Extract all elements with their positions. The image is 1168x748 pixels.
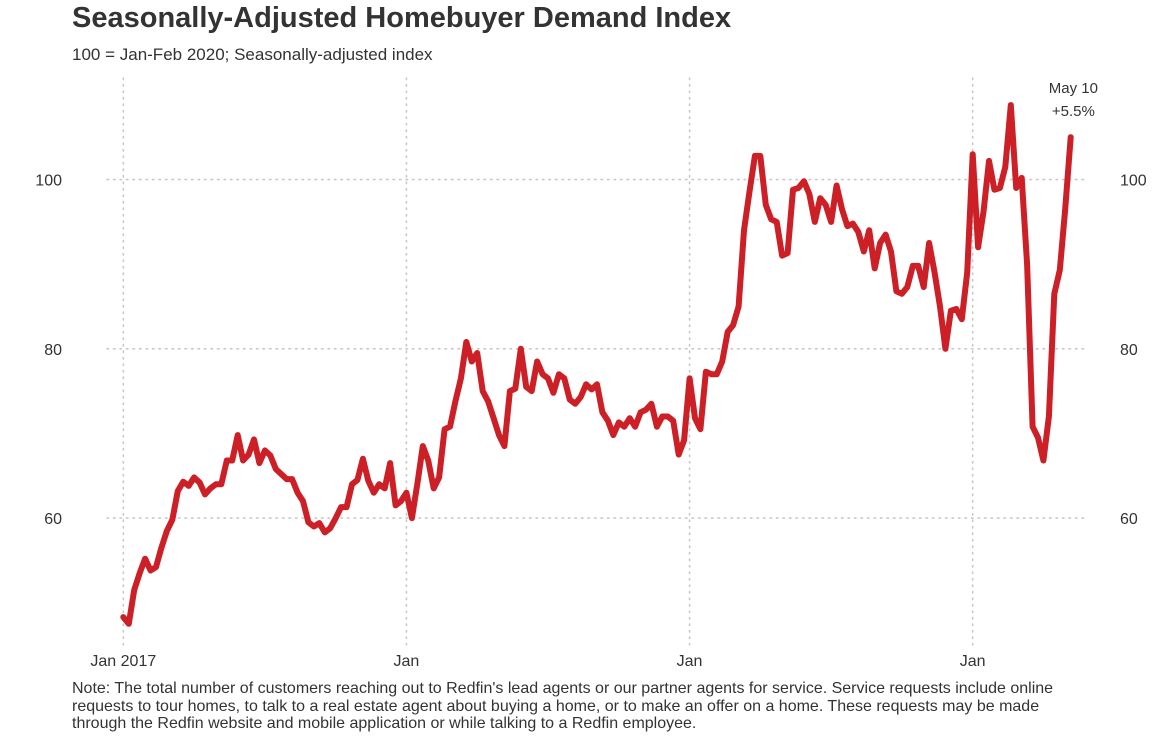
series-group: [120, 102, 1074, 627]
y-tick-label-left: 100: [35, 173, 62, 190]
y-tick-label-right: 60: [1120, 511, 1138, 528]
y-tick-label-left: 80: [44, 342, 62, 359]
y-tick-label-left: 60: [44, 511, 62, 528]
annotation: May 10 +5.5%: [1049, 80, 1098, 120]
annotation-line: +5.5%: [1052, 103, 1095, 120]
grid-lines: [106, 77, 1088, 646]
y-axis-right-labels: 60 80 100: [1120, 173, 1147, 529]
x-tick-label: Jan: [677, 653, 703, 670]
series-line-0: [120, 102, 1074, 627]
x-tick-label: Jan: [960, 653, 986, 670]
chart-title: Seasonally-Adjusted Homebuyer Demand Ind…: [72, 2, 732, 34]
y-tick-label-right: 100: [1120, 173, 1147, 190]
y-tick-label-right: 80: [1120, 342, 1138, 359]
x-tick-label: Jan: [394, 653, 420, 670]
chart-note: Note: The total number of customers reac…: [72, 680, 1054, 732]
chart-subtitle: 100 = Jan-Feb 2020; Seasonally-adjusted …: [72, 45, 433, 64]
x-tick-label: Jan 2017: [90, 653, 156, 670]
x-axis-labels: Jan 2017 Jan Jan Jan: [90, 653, 985, 670]
annotation-line: May 10: [1049, 80, 1098, 97]
y-axis-left-labels: 60 80 100: [35, 173, 62, 529]
